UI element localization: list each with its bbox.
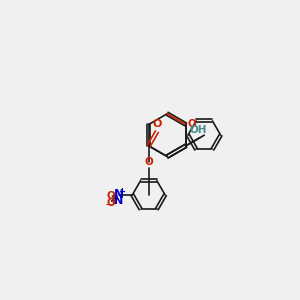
Text: OH: OH [190, 125, 207, 135]
Text: O: O [152, 119, 162, 129]
Text: O: O [106, 198, 115, 208]
Text: O: O [106, 191, 115, 201]
Text: +: + [118, 188, 125, 196]
Text: −: − [104, 200, 112, 210]
Text: N: N [114, 188, 124, 201]
Text: O: O [144, 157, 153, 167]
Text: O: O [187, 119, 196, 129]
Text: N: N [114, 196, 124, 206]
